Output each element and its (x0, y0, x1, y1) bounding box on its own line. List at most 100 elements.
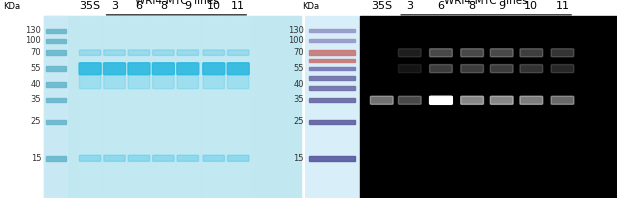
Text: 130: 130 (288, 26, 304, 35)
Text: 25: 25 (31, 117, 41, 126)
Text: 10: 10 (207, 1, 221, 11)
FancyBboxPatch shape (491, 65, 513, 73)
Text: 3: 3 (407, 1, 413, 11)
Text: 70: 70 (31, 48, 41, 57)
FancyBboxPatch shape (128, 75, 150, 89)
Text: 8: 8 (160, 1, 167, 11)
Bar (46, 29, 65, 33)
FancyBboxPatch shape (429, 96, 452, 104)
Bar (46, 98, 65, 102)
FancyBboxPatch shape (128, 155, 150, 161)
FancyBboxPatch shape (203, 63, 225, 75)
Bar (305, 16, 360, 198)
FancyBboxPatch shape (104, 155, 125, 161)
Bar (46, 66, 65, 71)
Text: 10: 10 (524, 1, 538, 11)
Text: 100: 100 (288, 36, 304, 45)
FancyBboxPatch shape (399, 65, 421, 73)
FancyBboxPatch shape (461, 96, 484, 104)
Bar (308, 67, 355, 70)
Bar (308, 156, 355, 161)
FancyBboxPatch shape (203, 50, 225, 55)
FancyBboxPatch shape (399, 49, 421, 57)
Text: 55: 55 (31, 64, 41, 73)
FancyBboxPatch shape (227, 63, 249, 75)
Text: WRI4-MYC  lines: WRI4-MYC lines (444, 0, 528, 6)
Text: 11: 11 (231, 1, 245, 11)
Bar (308, 120, 355, 124)
Bar (104, 16, 125, 198)
Bar (308, 50, 355, 55)
FancyBboxPatch shape (80, 50, 101, 55)
FancyBboxPatch shape (152, 63, 175, 75)
FancyBboxPatch shape (228, 50, 249, 55)
Text: 11: 11 (555, 1, 569, 11)
Bar (79, 16, 101, 198)
Text: 8: 8 (468, 1, 476, 11)
FancyBboxPatch shape (491, 96, 513, 104)
Text: 130: 130 (25, 26, 41, 35)
FancyBboxPatch shape (177, 50, 199, 55)
Text: 9: 9 (184, 1, 191, 11)
Bar (308, 59, 355, 62)
Text: 40: 40 (293, 80, 304, 89)
FancyBboxPatch shape (153, 50, 174, 55)
Text: 15: 15 (293, 154, 304, 163)
Bar (227, 16, 249, 198)
FancyBboxPatch shape (177, 63, 199, 75)
Bar (44, 16, 301, 198)
Bar (203, 16, 225, 198)
Bar (46, 120, 65, 124)
Bar (360, 16, 617, 198)
FancyBboxPatch shape (228, 155, 249, 161)
FancyBboxPatch shape (203, 75, 225, 89)
FancyBboxPatch shape (520, 65, 543, 73)
FancyBboxPatch shape (128, 63, 150, 75)
FancyBboxPatch shape (128, 50, 150, 55)
Bar (44, 16, 67, 198)
FancyBboxPatch shape (399, 96, 421, 104)
FancyBboxPatch shape (491, 49, 513, 57)
FancyBboxPatch shape (104, 75, 125, 89)
FancyBboxPatch shape (461, 49, 484, 57)
Text: 35S: 35S (371, 1, 392, 11)
FancyBboxPatch shape (461, 65, 484, 73)
FancyBboxPatch shape (520, 49, 543, 57)
Text: 3: 3 (111, 1, 118, 11)
FancyBboxPatch shape (177, 155, 199, 161)
Text: KDa: KDa (3, 2, 20, 11)
Text: 15: 15 (31, 154, 41, 163)
Bar (177, 16, 199, 198)
Text: 35: 35 (31, 95, 41, 105)
FancyBboxPatch shape (177, 75, 199, 89)
FancyBboxPatch shape (203, 155, 225, 161)
Bar (44, 16, 301, 198)
Text: 35: 35 (293, 95, 304, 105)
FancyBboxPatch shape (429, 49, 452, 57)
FancyBboxPatch shape (80, 75, 101, 89)
Bar (308, 39, 355, 42)
Bar (46, 39, 65, 43)
Bar (128, 16, 150, 198)
Text: 100: 100 (25, 36, 41, 45)
FancyBboxPatch shape (370, 96, 393, 104)
FancyBboxPatch shape (228, 75, 249, 89)
Text: 25: 25 (293, 117, 304, 126)
Bar (308, 98, 355, 102)
FancyBboxPatch shape (79, 63, 101, 75)
Text: 9: 9 (498, 1, 505, 11)
Bar (46, 82, 65, 87)
Bar (308, 29, 355, 32)
Text: 35S: 35S (80, 1, 101, 11)
Text: 55: 55 (293, 64, 304, 73)
Bar (308, 86, 355, 90)
Text: 6: 6 (437, 1, 444, 11)
Text: WRI4-MYC  lines: WRI4-MYC lines (135, 0, 218, 6)
FancyBboxPatch shape (104, 50, 125, 55)
FancyBboxPatch shape (429, 65, 452, 73)
FancyBboxPatch shape (551, 49, 574, 57)
Text: 70: 70 (293, 48, 304, 57)
FancyBboxPatch shape (551, 65, 574, 73)
FancyBboxPatch shape (153, 75, 174, 89)
FancyBboxPatch shape (80, 155, 101, 161)
